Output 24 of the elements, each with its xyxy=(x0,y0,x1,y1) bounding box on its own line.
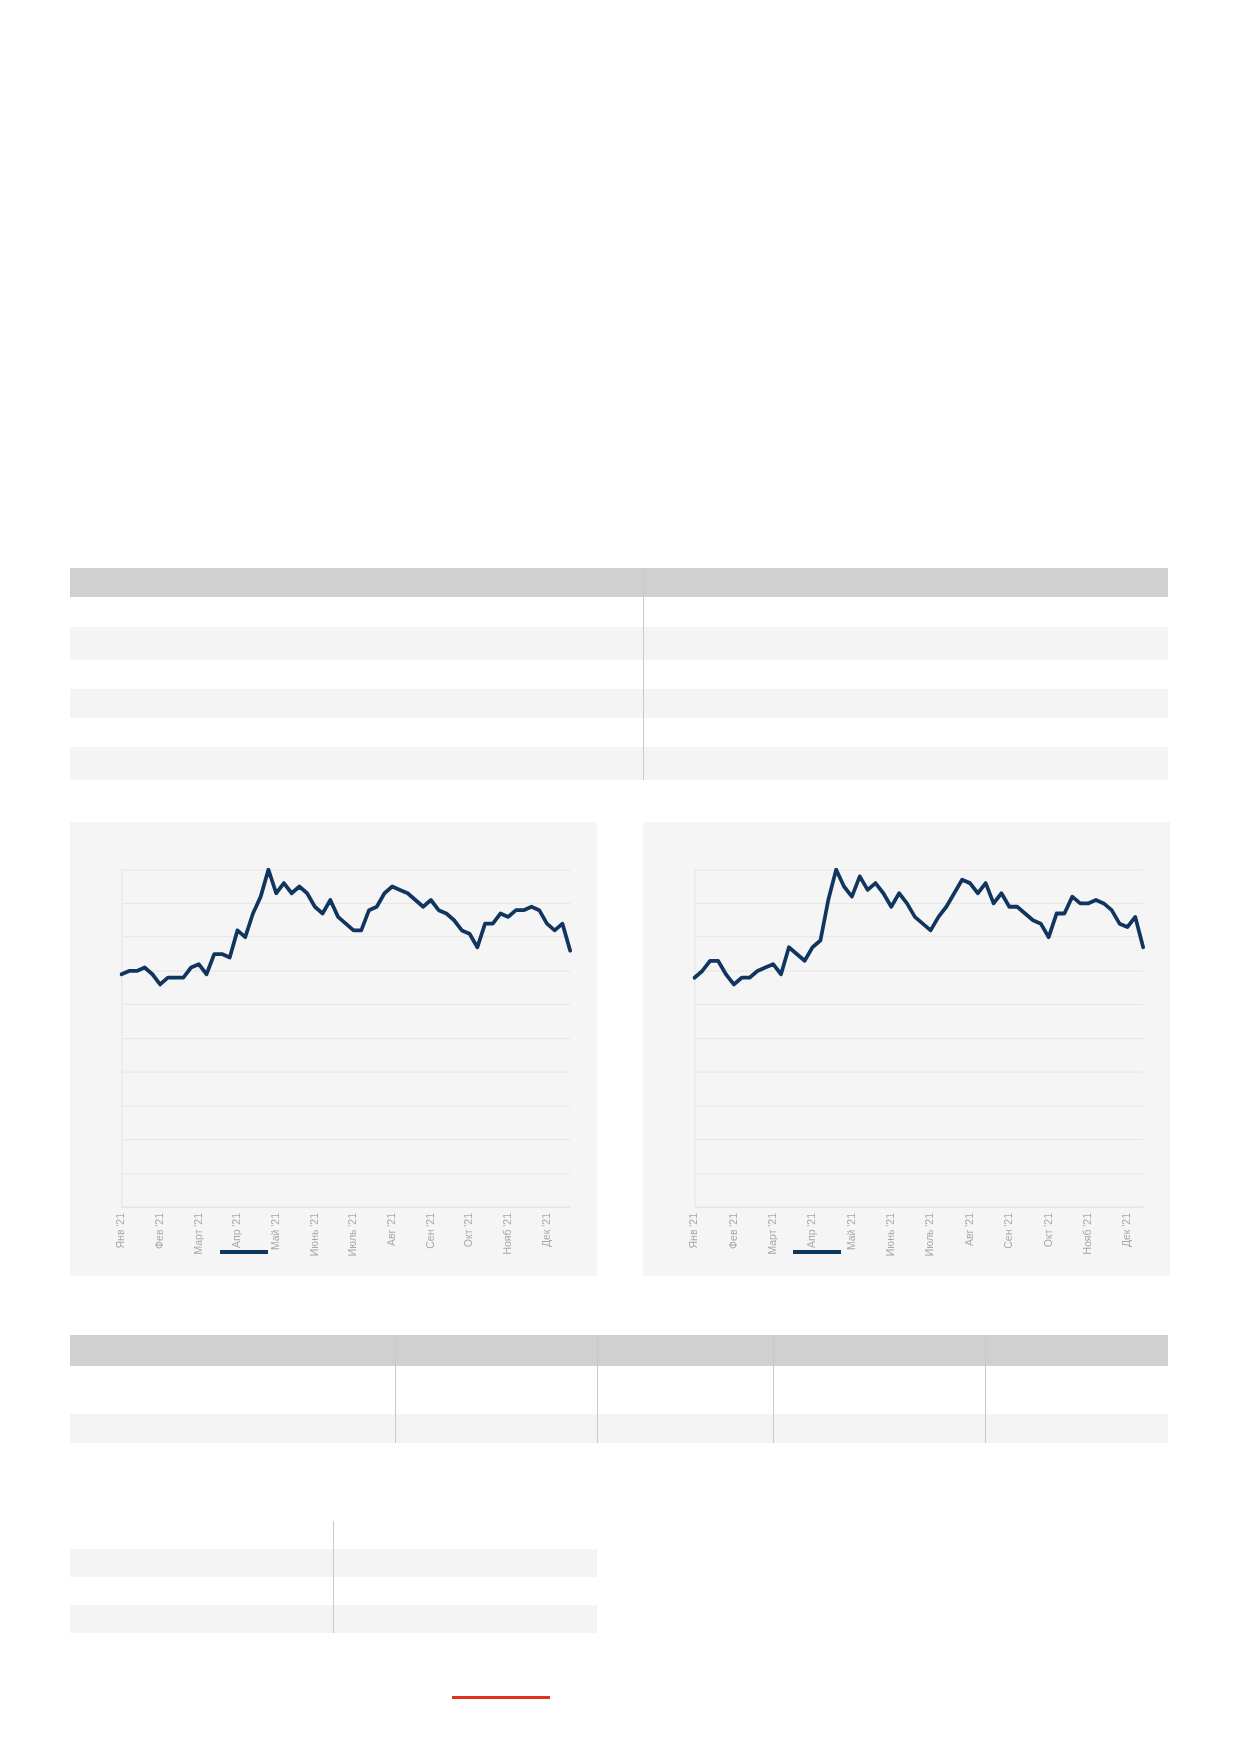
x-tick-label: Апр '21 xyxy=(231,1212,243,1249)
x-tick-label: Июль '21 xyxy=(924,1212,936,1257)
x-tick-label: Июнь '21 xyxy=(308,1212,320,1257)
x-tick-label: Дек '21 xyxy=(540,1212,552,1248)
x-tick-label: Авг '21 xyxy=(963,1212,975,1246)
x-tick-label: Март '21 xyxy=(767,1212,778,1255)
x-tick-label: Нояб '21 xyxy=(1081,1212,1093,1255)
x-tick-label: Нояб '21 xyxy=(502,1212,514,1255)
x-tick-label: Окт '21 xyxy=(1042,1212,1054,1248)
x-tick-label: Дек '21 xyxy=(1121,1212,1133,1248)
x-tick-label: Окт '21 xyxy=(463,1212,475,1248)
x-tick-label: Янв '21 xyxy=(115,1212,127,1249)
x-tick-label: Авг '21 xyxy=(386,1212,398,1246)
x-tick-label: Сен '21 xyxy=(1003,1212,1015,1249)
x-tick-label: Май '21 xyxy=(270,1212,281,1251)
x-tick-label: Март '21 xyxy=(192,1212,204,1255)
x-tick-label: Май '21 xyxy=(845,1212,857,1251)
x-tick-label: Апр '21 xyxy=(806,1212,818,1249)
x-tick-label: Янв '21 xyxy=(688,1212,700,1249)
x-tick-label: Июль '21 xyxy=(347,1212,359,1257)
x-tick-label: Июнь '21 xyxy=(885,1212,897,1257)
x-tick-label: Фев '21 xyxy=(154,1212,165,1249)
x-tick-label: Сен '21 xyxy=(424,1212,436,1249)
x-tick-label: Фев '21 xyxy=(727,1212,739,1249)
